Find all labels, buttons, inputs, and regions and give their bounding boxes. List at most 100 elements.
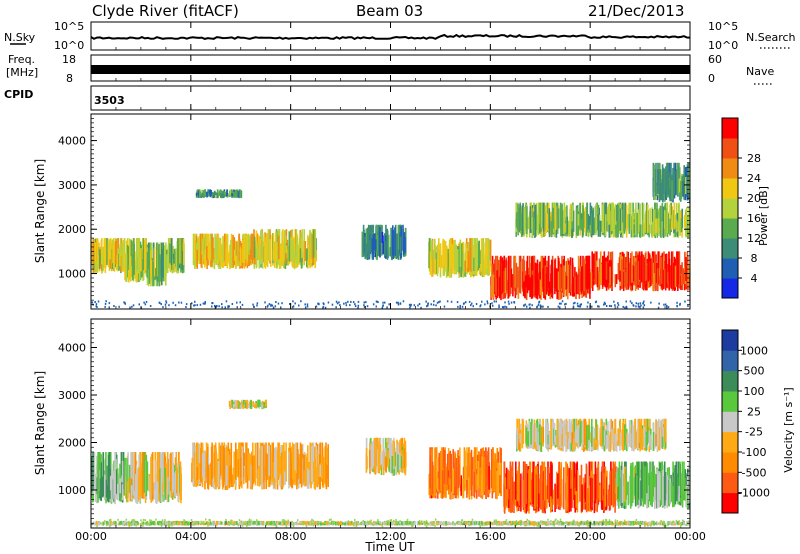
power-echo-mark	[650, 258, 652, 285]
power-echo-mark	[651, 256, 653, 283]
power-echo-mark	[489, 260, 491, 271]
ground-scatter-mark	[443, 305, 446, 308]
ground-scatter-mark	[252, 303, 254, 306]
velocity-echo-mark	[245, 402, 247, 409]
velocity-echo-mark	[160, 453, 163, 502]
velocity-echo-mark	[615, 472, 618, 497]
velocity-echo-mark	[522, 420, 524, 444]
velocity-echo-mark	[300, 444, 303, 488]
velocity-echo-mark	[109, 475, 112, 491]
power-echo-mark	[546, 267, 548, 292]
ground-scatter-mark	[281, 302, 283, 305]
velocity-echo-mark	[395, 444, 398, 468]
velocity-echo-mark	[574, 494, 576, 513]
power-echo-mark	[459, 239, 462, 267]
power-echo-mark	[131, 265, 134, 278]
velocity-echo-mark	[619, 418, 622, 446]
velocity-echo-mark	[554, 483, 556, 512]
ground-scatter-mark	[165, 301, 168, 304]
power-echo-mark	[216, 189, 219, 197]
velocity-echo-mark	[319, 521, 321, 525]
velocity-echo-mark	[534, 468, 536, 510]
velocity-echo-mark	[157, 462, 160, 500]
velocity-echo-mark	[613, 463, 615, 505]
power-echo-mark	[548, 281, 551, 295]
velocity-echo-mark	[163, 477, 165, 493]
velocity-echo-mark	[624, 432, 627, 446]
velocity-echo-mark	[579, 427, 582, 446]
power-echo-mark	[140, 248, 142, 272]
power-echo-mark	[662, 228, 665, 238]
power-echo-mark	[125, 253, 128, 282]
velocity-echo-mark	[519, 433, 521, 444]
power-echo-mark	[509, 255, 511, 289]
ground-scatter-mark	[145, 300, 148, 303]
velocity-echo-mark	[207, 464, 210, 490]
velocity-echo-mark	[620, 465, 623, 506]
power-echo-mark	[611, 202, 613, 232]
power-echo-mark	[467, 251, 470, 273]
velocity-echo-mark	[174, 472, 176, 497]
noise-tick-right-top: 10^5	[708, 20, 738, 33]
velocity-echo-mark	[255, 442, 258, 479]
ground-scatter-mark	[343, 302, 345, 305]
ground-scatter-mark	[626, 306, 628, 309]
ground-scatter-mark	[617, 302, 619, 305]
power-echo-mark	[242, 239, 244, 263]
velocity-echo-mark	[464, 450, 466, 490]
cpid-label: CPID	[4, 88, 33, 101]
velocity-echo-mark	[497, 465, 500, 496]
velocity-echo-mark	[162, 452, 164, 495]
power-colorbar-label: Power [dB]	[757, 186, 770, 246]
power-echo-mark	[433, 249, 436, 274]
power-colorbar-tick-label: 8	[751, 252, 758, 265]
power-echo-mark	[222, 190, 225, 198]
power-echo-mark	[518, 255, 521, 293]
velocity-echo-mark	[602, 426, 604, 446]
power-echo-mark	[214, 233, 216, 260]
power-echo-mark	[583, 258, 585, 291]
velocity-echo-mark	[456, 453, 459, 496]
velocity-echo-mark	[241, 446, 243, 482]
velocity-echo-mark	[422, 522, 425, 525]
power-echo-mark	[255, 248, 258, 267]
velocity-echo-mark	[177, 473, 179, 502]
ground-scatter-mark	[354, 303, 356, 306]
power-echo-mark	[661, 182, 663, 197]
power-colorbar-swatch	[722, 138, 738, 159]
ground-scatter-mark	[465, 301, 467, 304]
velocity-echo-mark	[587, 424, 589, 443]
ground-scatter-mark	[204, 301, 206, 303]
power-echo-mark	[609, 266, 611, 285]
power-echo-mark	[93, 239, 96, 270]
power-echo-mark	[679, 221, 681, 236]
velocity-echo-mark	[517, 466, 520, 501]
ground-scatter-mark	[397, 303, 400, 306]
velocity-echo-mark	[219, 522, 221, 526]
power-echo-mark	[219, 240, 221, 260]
ground-scatter-mark	[268, 303, 271, 306]
power-echo-mark	[289, 247, 292, 262]
power-echo-mark	[394, 227, 396, 256]
power-echo-mark	[300, 250, 303, 269]
velocity-echo-mark	[230, 475, 232, 487]
velocity-echo-mark	[397, 454, 399, 473]
velocity-echo-mark	[319, 464, 321, 486]
power-echo-mark	[238, 233, 240, 262]
power-echo-mark	[399, 236, 402, 254]
power-echo-mark	[604, 214, 607, 237]
velocity-echo-mark	[441, 470, 444, 495]
velocity-echo-mark	[325, 520, 328, 526]
power-echo-mark	[599, 220, 601, 237]
velocity-echo-mark	[205, 450, 207, 478]
power-echo-mark	[527, 276, 530, 291]
ground-scatter-mark	[212, 302, 214, 305]
velocity-echo-mark	[106, 485, 109, 502]
power-echo-mark	[653, 273, 655, 286]
power-echo-mark	[671, 180, 673, 201]
velocity-echo-mark	[246, 400, 248, 409]
power-echo-mark	[674, 265, 677, 288]
power-echo-mark	[376, 234, 379, 251]
power-echo-mark	[593, 253, 595, 280]
